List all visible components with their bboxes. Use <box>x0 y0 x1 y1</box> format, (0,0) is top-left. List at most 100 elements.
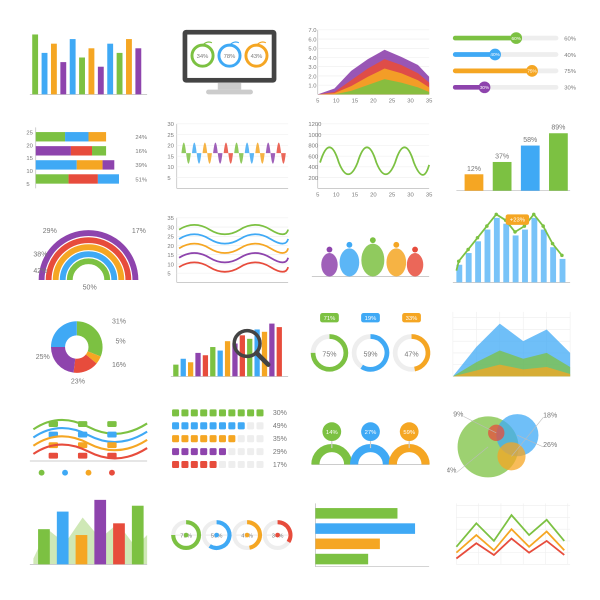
svg-text:35: 35 <box>426 193 433 199</box>
svg-text:5%: 5% <box>115 339 125 346</box>
svg-text:26%: 26% <box>543 442 557 449</box>
svg-text:10: 10 <box>167 165 174 171</box>
svg-text:60%: 60% <box>511 36 520 41</box>
search-bar-chart <box>165 306 294 388</box>
svg-text:400: 400 <box>308 165 319 171</box>
wave-chart: 51015202530 <box>165 118 294 200</box>
svg-text:25: 25 <box>26 130 33 136</box>
svg-text:1000: 1000 <box>308 133 322 139</box>
svg-text:47%: 47% <box>405 352 419 359</box>
svg-text:10: 10 <box>333 99 340 105</box>
svg-text:15: 15 <box>352 99 359 105</box>
svg-text:10: 10 <box>26 169 33 175</box>
svg-text:5: 5 <box>316 193 320 199</box>
slider-chart: 60%60%40%40%75%75%30%30% <box>447 24 576 106</box>
svg-text:200: 200 <box>308 176 319 182</box>
svg-text:23%: 23% <box>71 379 85 386</box>
svg-text:19%: 19% <box>365 316 377 322</box>
svg-text:1.0: 1.0 <box>308 83 317 89</box>
svg-text:20: 20 <box>370 99 377 105</box>
svg-text:30: 30 <box>167 122 174 128</box>
svg-text:5: 5 <box>167 176 171 182</box>
svg-text:600: 600 <box>308 155 319 161</box>
svg-text:3.0: 3.0 <box>308 65 317 71</box>
donut-chart: 31%5%16%23%25% <box>24 306 153 388</box>
gauge-row: 71% 75% 19% 59% 33% 47% <box>306 306 435 388</box>
svg-text:37%: 37% <box>495 154 509 161</box>
line-chart-1: 200400600800100012005101520253035 <box>306 118 435 200</box>
svg-text:20: 20 <box>26 143 33 149</box>
blob-chart <box>306 212 435 294</box>
svg-text:30: 30 <box>167 226 174 232</box>
svg-text:75%: 75% <box>322 352 336 359</box>
svg-text:15: 15 <box>167 155 174 161</box>
svg-text:15: 15 <box>167 253 174 259</box>
venn-diagram: 34% 26% 18% 9% <box>447 400 576 482</box>
hbar-chart <box>306 494 435 576</box>
progress-squares: 30%49%35%29%17% <box>165 400 294 482</box>
area-chart-2 <box>447 306 576 388</box>
svg-text:30%: 30% <box>273 411 287 418</box>
svg-text:29%: 29% <box>43 228 57 235</box>
svg-text:89%: 89% <box>551 125 565 132</box>
svg-text:18%: 18% <box>543 413 557 420</box>
svg-text:34%: 34% <box>447 468 456 475</box>
monitor-infographic: 34%78%43% <box>165 24 294 106</box>
svg-text:5: 5 <box>316 99 320 105</box>
svg-text:2.0: 2.0 <box>308 74 317 80</box>
svg-text:800: 800 <box>308 144 319 150</box>
svg-text:25%: 25% <box>36 354 50 361</box>
svg-text:30%: 30% <box>480 85 489 90</box>
svg-text:33%: 33% <box>406 316 418 322</box>
svg-text:60%: 60% <box>564 36 576 42</box>
svg-text:20: 20 <box>167 244 174 250</box>
svg-text:35: 35 <box>426 99 433 105</box>
svg-text:10: 10 <box>167 262 174 268</box>
svg-text:12%: 12% <box>467 166 481 173</box>
rainbow-arc: 29%17%38%42%50% <box>24 212 153 294</box>
svg-text:17%: 17% <box>132 228 146 235</box>
svg-text:24%: 24% <box>135 135 147 141</box>
svg-text:9%: 9% <box>453 412 463 419</box>
svg-text:27%: 27% <box>365 430 377 436</box>
svg-text:51%: 51% <box>135 177 147 183</box>
svg-text:30%: 30% <box>564 86 576 92</box>
svg-text:5: 5 <box>167 272 171 278</box>
svg-text:35%: 35% <box>273 436 287 443</box>
hstacked-bar: 51015202524%16%39%51% <box>24 118 153 200</box>
stacked-area-chart: 1.02.03.04.05.06.07.05101520253035 <box>306 24 435 106</box>
combo-chart: +23% <box>447 212 576 294</box>
svg-text:5: 5 <box>26 182 30 188</box>
svg-text:17%: 17% <box>273 462 287 469</box>
svg-text:30: 30 <box>407 193 414 199</box>
svg-text:42%: 42% <box>33 268 47 275</box>
svg-text:1200: 1200 <box>308 122 322 128</box>
svg-text:25: 25 <box>167 235 174 241</box>
svg-text:25: 25 <box>389 99 396 105</box>
svg-text:71%: 71% <box>324 316 336 322</box>
bar-chart-1 <box>24 24 153 106</box>
svg-text:40%: 40% <box>490 52 499 57</box>
svg-text:59%: 59% <box>363 352 377 359</box>
svg-text:14%: 14% <box>326 430 338 436</box>
svg-text:20: 20 <box>167 144 174 150</box>
svg-text:15: 15 <box>352 193 359 199</box>
svg-text:5.0: 5.0 <box>308 47 317 53</box>
svg-text:4.0: 4.0 <box>308 56 317 62</box>
multi-line-2 <box>447 494 576 576</box>
chart-grid: 34%78%43% 1.02.03.04.05.06.07.0510152025… <box>0 0 600 600</box>
svg-text:58%: 58% <box>523 137 537 144</box>
ribbon-lines <box>24 400 153 482</box>
svg-text:38%: 38% <box>33 252 47 259</box>
svg-text:15: 15 <box>26 156 33 162</box>
arch-chart: 14% 27% 59% <box>306 400 435 482</box>
svg-text:20: 20 <box>370 193 377 199</box>
svg-text:59%: 59% <box>403 430 415 436</box>
svg-text:35: 35 <box>167 216 174 222</box>
svg-text:40%: 40% <box>564 53 576 59</box>
ring-row: 75%59%47%34% <box>165 494 294 576</box>
svg-text:+23%: +23% <box>510 218 525 224</box>
svg-text:39%: 39% <box>135 163 147 169</box>
svg-text:75%: 75% <box>527 69 536 74</box>
svg-text:25: 25 <box>389 193 396 199</box>
